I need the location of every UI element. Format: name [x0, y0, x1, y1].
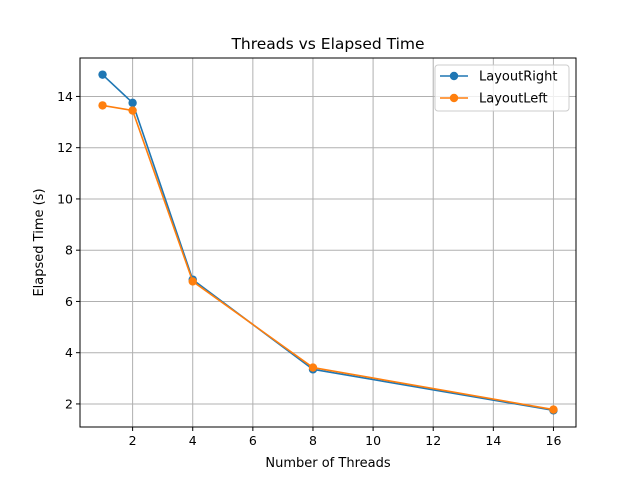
data-point: [308, 363, 318, 372]
series-line: [102, 104, 554, 411]
x-tick-label: 16: [546, 433, 562, 448]
series-LayoutRight: [98, 70, 558, 415]
series-layer: [98, 70, 558, 415]
data-point: [98, 101, 107, 110]
y-tick-label: 14: [57, 89, 73, 104]
legend: LayoutRight LayoutLeft: [434, 64, 570, 112]
y-tick-label: 6: [65, 294, 73, 309]
legend-items: LayoutRight LayoutLeft: [440, 70, 557, 107]
x-tick-label: 14: [485, 433, 501, 448]
y-axis-label: Elapsed Time (s): [32, 188, 47, 296]
data-point: [188, 277, 197, 286]
chart-title: Threads vs Elapsed Time: [230, 35, 424, 53]
y-axis: 2 4 6 8 10 12 14: [57, 89, 80, 411]
x-tick-label: 4: [189, 433, 197, 448]
y-tick-label: 10: [57, 191, 73, 206]
y-tick-label: 8: [65, 243, 73, 258]
legend-marker: [449, 71, 459, 81]
data-point: [128, 98, 137, 108]
y-tick-label: 4: [65, 345, 73, 360]
y-tick-label: 12: [57, 140, 73, 155]
legend-label: LayoutRight: [479, 70, 557, 85]
legend-marker: [449, 93, 459, 103]
x-axis: 2 4 6 8 10 12 14 16: [129, 427, 562, 448]
x-tick-label: 8: [309, 433, 317, 448]
x-tick-label: 10: [365, 433, 381, 448]
series-line: [102, 74, 554, 412]
data-point: [128, 106, 137, 115]
y-tick-label: 2: [65, 396, 73, 411]
x-tick-label: 12: [425, 433, 441, 448]
grid: [80, 58, 576, 427]
series-LayoutLeft: [98, 101, 558, 414]
x-axis-label: Number of Threads: [265, 456, 390, 471]
legend-box: [434, 64, 570, 112]
data-point: [549, 405, 558, 414]
data-point: [98, 70, 107, 79]
plot-frame: [79, 57, 577, 428]
x-tick-label: 2: [129, 433, 137, 448]
x-tick-label: 6: [249, 433, 257, 448]
legend-label: LayoutLeft: [479, 92, 548, 107]
